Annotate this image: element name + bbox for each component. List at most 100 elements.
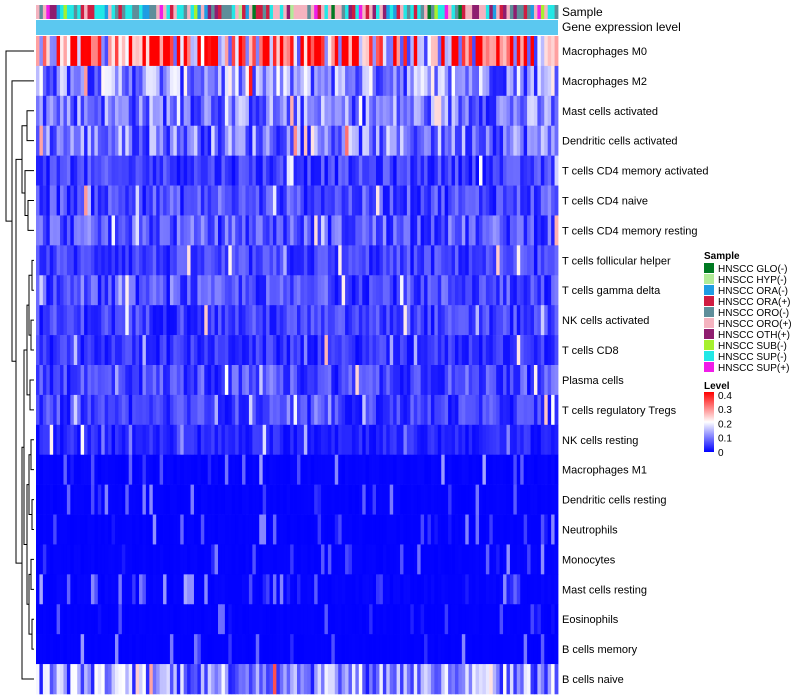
heatmap-cell <box>204 365 209 396</box>
heatmap-cell <box>396 215 401 246</box>
heatmap-cell <box>307 664 312 695</box>
heatmap-cell <box>444 484 449 515</box>
heatmap-cell <box>207 484 212 515</box>
heatmap-cell <box>42 275 47 306</box>
dendrogram-branch <box>31 499 34 530</box>
heatmap-cell <box>410 65 415 97</box>
heatmap-cell <box>341 335 346 366</box>
heatmap-cell <box>218 574 222 605</box>
heatmap-cell <box>224 65 229 97</box>
heatmap-cell <box>276 365 281 396</box>
heatmap-cell <box>482 634 487 665</box>
heatmap-cell <box>503 275 507 306</box>
heatmap-cell <box>176 484 181 515</box>
heatmap-cell <box>444 95 449 127</box>
heatmap-cell <box>300 424 305 456</box>
sample-legend-swatch <box>704 329 714 339</box>
heatmap-cell <box>307 604 312 635</box>
heatmap-cell <box>36 424 40 456</box>
heatmap-cell <box>166 424 171 456</box>
sample-legend-label: HNSCC SUB(-) <box>718 341 787 352</box>
heatmap-cell <box>331 215 336 246</box>
heatmap-cell <box>190 125 195 156</box>
heatmap-cell <box>420 125 425 156</box>
heatmap-cell <box>523 454 528 485</box>
heatmap-cell <box>393 65 397 97</box>
heatmap-cell <box>63 275 68 306</box>
heatmap-cell <box>286 95 291 127</box>
heatmap-cell <box>345 245 349 276</box>
heatmap-cell <box>430 365 435 396</box>
heatmap-cell <box>527 36 531 67</box>
heatmap-cell <box>97 305 102 336</box>
heatmap-cell <box>513 574 518 605</box>
heatmap-cell <box>290 574 294 605</box>
heatmap-cell <box>386 125 391 156</box>
heatmap-cell <box>169 454 174 485</box>
heatmap-cell <box>121 185 126 216</box>
heatmap-cell <box>437 65 442 97</box>
sample-cell <box>338 5 343 19</box>
heatmap-cell <box>197 484 202 515</box>
heatmap-cell <box>70 275 75 306</box>
heatmap-cell <box>516 125 521 156</box>
level-legend-tick: 0.4 <box>718 391 732 402</box>
heatmap-cell <box>485 514 490 545</box>
heatmap-cell <box>228 664 233 695</box>
heatmap-cell <box>272 95 277 127</box>
heatmap-cell <box>214 305 219 336</box>
heatmap-cell <box>441 544 446 575</box>
heatmap-cell <box>125 574 130 605</box>
heatmap-cell <box>248 484 253 515</box>
heatmap-cell <box>362 424 367 456</box>
heatmap-cell <box>338 604 343 635</box>
heatmap-cell <box>166 454 171 485</box>
heatmap-cell <box>345 275 349 306</box>
sample-cell <box>180 5 185 19</box>
heatmap-cell <box>63 454 68 485</box>
heatmap-cell <box>496 634 501 665</box>
heatmap-cell <box>214 394 219 426</box>
heatmap-cell <box>300 664 305 695</box>
heatmap-cell <box>187 95 191 127</box>
heatmap-cell <box>248 155 253 186</box>
heatmap-cell <box>221 155 226 186</box>
heatmap-cell <box>300 574 305 605</box>
heatmap-cell <box>231 215 236 246</box>
heatmap-cell <box>523 125 528 156</box>
heatmap-cell <box>554 155 559 186</box>
heatmap-cell <box>358 335 363 366</box>
heatmap-cell <box>283 36 288 67</box>
heatmap-cell <box>272 245 277 276</box>
heatmap-cell <box>420 664 425 695</box>
sample-cell <box>396 5 401 19</box>
heatmap-cell <box>358 365 363 396</box>
heatmap-cell <box>506 424 511 456</box>
heatmap-cell <box>547 185 552 216</box>
heatmap-cell <box>49 36 54 67</box>
heatmap-cell <box>303 335 308 366</box>
heatmap-cell <box>310 155 315 186</box>
row-label: Plasma cells <box>562 375 624 387</box>
heatmap-cell <box>276 305 281 336</box>
heatmap-cell <box>400 365 404 396</box>
heatmap-cell <box>224 275 229 306</box>
heatmap-cell <box>90 394 95 426</box>
heatmap-cell <box>269 185 274 216</box>
heatmap-cell <box>396 335 401 366</box>
heatmap-cell <box>125 454 130 485</box>
heatmap-cell <box>200 544 205 575</box>
heatmap-cell <box>509 394 514 426</box>
heatmap-cell <box>533 305 538 336</box>
heatmap-cell <box>434 95 439 127</box>
heatmap-cell <box>527 65 531 97</box>
heatmap-cell <box>362 65 367 97</box>
heatmap-cell <box>169 544 174 575</box>
sample-cell <box>448 5 452 19</box>
heatmap-cell <box>400 215 404 246</box>
heatmap-cell <box>533 185 538 216</box>
heatmap-cell <box>114 125 119 156</box>
heatmap-cell <box>499 65 504 97</box>
heatmap-cell <box>142 514 147 545</box>
heatmap-cell <box>492 664 497 695</box>
